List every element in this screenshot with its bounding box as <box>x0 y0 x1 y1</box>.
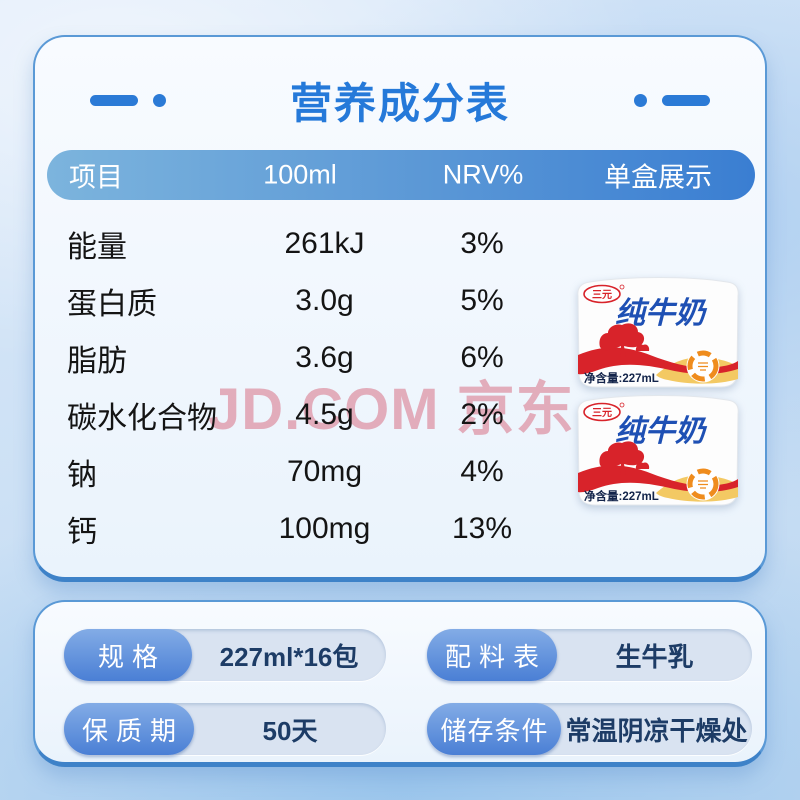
brand-logo-oval <box>583 284 621 304</box>
ingredients-row: 配料表 生牛乳 <box>427 629 752 681</box>
nutrient-amount: 4.5g <box>295 397 354 431</box>
table-header-bar: 项目 100ml NRV% 单盒展示 <box>47 150 755 200</box>
milk-pouch-images: 三元 纯牛奶 净含量:227mL 三元 纯牛奶 净含量:227mL <box>572 275 744 509</box>
dot-icon <box>633 94 647 107</box>
ingredients-label-badge: 配料表 <box>427 629 558 681</box>
column-header-item: 项目 <box>69 162 123 193</box>
nutrient-label: 钠 <box>67 458 97 492</box>
jd-watermark: JD.COM 京东 <box>208 377 575 442</box>
badge-text-marks <box>698 480 708 489</box>
spec-label-badge: 规格 <box>64 629 192 681</box>
product-name: 纯牛奶 <box>615 415 708 448</box>
shelf-life-value: 50天 <box>262 715 318 746</box>
product-info-card: 规格 227ml*16包 配料表 生牛乳 保质期 50天 储存条件 常温阴凉干燥… <box>33 600 767 767</box>
nutrient-amount: 3.6g <box>295 340 354 374</box>
quality-badge-ring <box>687 350 719 382</box>
ingredients-value: 生牛乳 <box>615 641 694 672</box>
tree-icon <box>599 441 645 475</box>
storage-label-badge: 储存条件 <box>427 703 561 755</box>
nutrient-nrv: 2% <box>460 397 504 431</box>
nutrient-label: 钙 <box>67 515 97 549</box>
page-title: 营养成分表 <box>289 80 510 127</box>
nutrient-label: 碳水化合物 <box>67 401 217 435</box>
net-content: 净含量:227mL <box>584 371 659 385</box>
nutrient-amount: 3.0g <box>295 283 354 317</box>
brand-logo-oval <box>583 402 621 422</box>
storage-row: 储存条件 常温阴凉干燥处 <box>427 703 752 755</box>
nutrient-amount: 100mg <box>278 511 371 545</box>
shrub-icon <box>635 344 650 351</box>
registered-mark-icon <box>619 284 625 290</box>
badge-text-marks <box>698 362 708 371</box>
table-row: 能量 261kJ 3% <box>35 215 555 272</box>
nutrient-nrv: 4% <box>460 454 504 488</box>
table-row: 钙 100mg 13% <box>35 500 555 557</box>
storage-value: 常温阴凉干燥处 <box>565 715 748 746</box>
spec-row: 规格 227ml*16包 <box>64 629 386 681</box>
nutrient-amount: 70mg <box>286 454 363 488</box>
brand-name: 三元 <box>592 289 612 301</box>
quality-badge-ring <box>687 468 719 500</box>
shelf-life-label-badge: 保质期 <box>64 703 195 755</box>
nutrition-table: 能量 261kJ 3% 蛋白质 3.0g 5% 脂肪 3.6g 6% 碳水化合物… <box>35 215 555 557</box>
table-row: 碳水化合物 4.5g 2% <box>35 386 555 443</box>
shelf-life-row: 保质期 50天 <box>64 703 386 755</box>
dash-icon <box>661 95 710 106</box>
registered-mark-icon <box>619 402 625 408</box>
column-header-per-100ml: 100ml <box>263 159 337 190</box>
dash-icon <box>90 95 138 106</box>
column-header-nrv: NRV% <box>442 159 524 190</box>
dot-icon <box>153 94 166 107</box>
nutrient-nrv: 6% <box>460 340 504 374</box>
nutrient-label: 脂肪 <box>67 344 127 378</box>
table-row: 钠 70mg 4% <box>35 443 555 500</box>
nutrient-nrv: 13% <box>451 511 513 545</box>
title-left-decoration <box>90 94 166 107</box>
tree-icon <box>599 323 645 357</box>
brand-name: 三元 <box>592 407 612 419</box>
column-header-pack-display: 单盒展示 <box>604 162 712 193</box>
table-row: 蛋白质 3.0g 5% <box>35 272 555 329</box>
net-content: 净含量:227mL <box>584 489 659 503</box>
nutrient-label: 蛋白质 <box>67 287 157 321</box>
nutrition-facts-card: 营养成分表 项目 100ml NRV% 单盒展示 能量 261kJ 3% 蛋白质… <box>33 35 767 582</box>
nutrient-nrv: 3% <box>460 226 504 260</box>
nutrient-label: 能量 <box>67 230 127 264</box>
nutrient-amount: 261kJ <box>284 226 365 260</box>
shrub-icon <box>635 462 650 469</box>
table-row: 脂肪 3.6g 6% <box>35 329 555 386</box>
milk-pouch-image: 三元 纯牛奶 净含量:227mL <box>572 393 744 509</box>
title-row: 营养成分表 <box>35 70 765 131</box>
milk-pouch-image: 三元 纯牛奶 净含量:227mL <box>572 275 744 391</box>
product-name: 纯牛奶 <box>615 297 708 330</box>
title-right-decoration <box>633 94 710 107</box>
nutrient-nrv: 5% <box>460 283 504 317</box>
spec-value: 227ml*16包 <box>219 641 359 672</box>
